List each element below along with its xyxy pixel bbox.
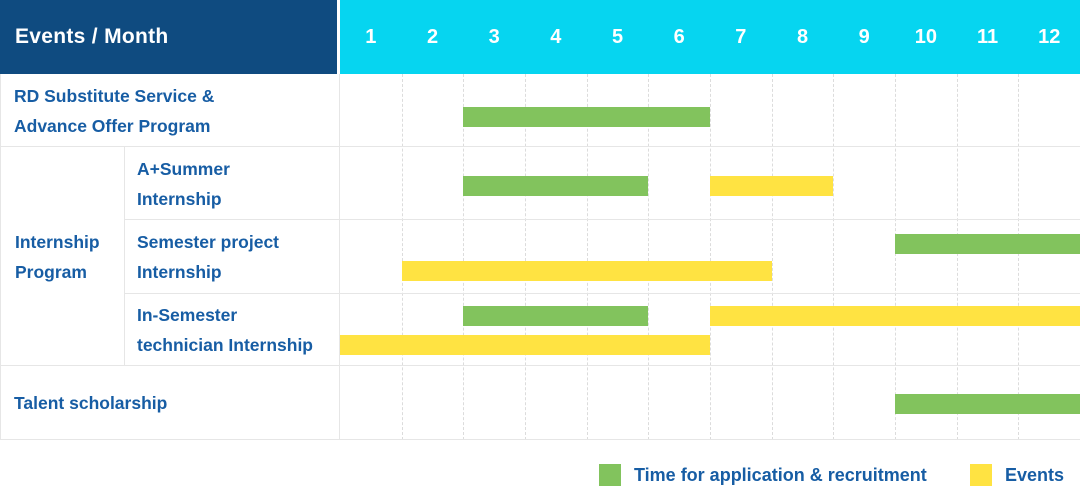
bar-recruitment-m3-m6: [463, 107, 710, 127]
table-bottom-border: [0, 439, 1080, 440]
row-label-a-plus-summer-internship: A+Summer Internship: [137, 158, 230, 209]
month-header-4: 4: [550, 25, 562, 48]
row-divider: [124, 293, 1080, 294]
table-left-border: [0, 74, 1, 440]
month-gridline: [586, 74, 588, 440]
row-label-semester-project-internship: Semester project Internship: [137, 232, 280, 282]
bar-recruitment-m3-m5: [463, 306, 649, 326]
month-header-9: 9: [858, 25, 870, 48]
month-header-10: 10: [914, 25, 937, 48]
legend-label-events: Events: [1005, 465, 1065, 485]
month-gridline: [463, 74, 465, 440]
month-header-3: 3: [488, 25, 500, 48]
table-title: Events / Month: [15, 25, 169, 48]
month-header-11: 11: [976, 25, 999, 48]
month-gridline: [648, 74, 650, 440]
month-gridline: [771, 74, 773, 440]
row-divider: [0, 146, 1080, 147]
bar-event-m7-m12: [710, 306, 1080, 326]
label-month-divider: [339, 74, 340, 440]
month-header-row: 1 2 3 4 5 6 7 8 9 10 11 12: [340, 0, 1080, 74]
bar-event-m1-m6: [340, 335, 710, 355]
month-header-5: 5: [611, 25, 624, 48]
month-gridline: [525, 74, 526, 440]
month-gridline: [956, 74, 958, 440]
row-label-rd-substitute-service: RD Substitute Service & Advance Offer Pr…: [14, 85, 215, 136]
row-group-label-internship-program: Internship Program: [15, 231, 100, 282]
bar-recruitment-m10-m12: [895, 234, 1080, 254]
month-header-1: 1: [365, 25, 377, 48]
month-header-8: 8: [796, 25, 809, 48]
legend-swatch-recruitment: [599, 464, 621, 486]
row-label-in-semester-technician-internship: In-Semester technician Internship: [137, 305, 313, 355]
row-divider: [0, 365, 1080, 366]
month-gridline: [401, 74, 403, 440]
month-gridline: [710, 74, 711, 440]
month-header-6: 6: [673, 25, 685, 48]
legend-label-recruitment: Time for application & recruitment: [634, 465, 927, 485]
month-gridline: [895, 74, 896, 440]
month-header-7: 7: [735, 25, 747, 48]
month-header-12: 12: [1038, 25, 1061, 48]
bar-recruitment-m3-m5: [463, 176, 649, 196]
month-header-2: 2: [426, 25, 439, 48]
bar-recruitment-m10-m12: [895, 394, 1080, 414]
legend-swatch-events: [970, 464, 992, 486]
bar-event-m7-m8: [710, 176, 834, 196]
month-gridline: [833, 74, 835, 440]
row-label-talent-scholarship: Talent scholarship: [14, 393, 168, 413]
group-column-divider: [124, 147, 125, 366]
month-gridline: [1018, 74, 1020, 440]
header-cell-events-month: Events / Month: [0, 0, 337, 74]
bar-event-m2-m7: [401, 261, 772, 281]
row-divider: [124, 219, 1080, 220]
